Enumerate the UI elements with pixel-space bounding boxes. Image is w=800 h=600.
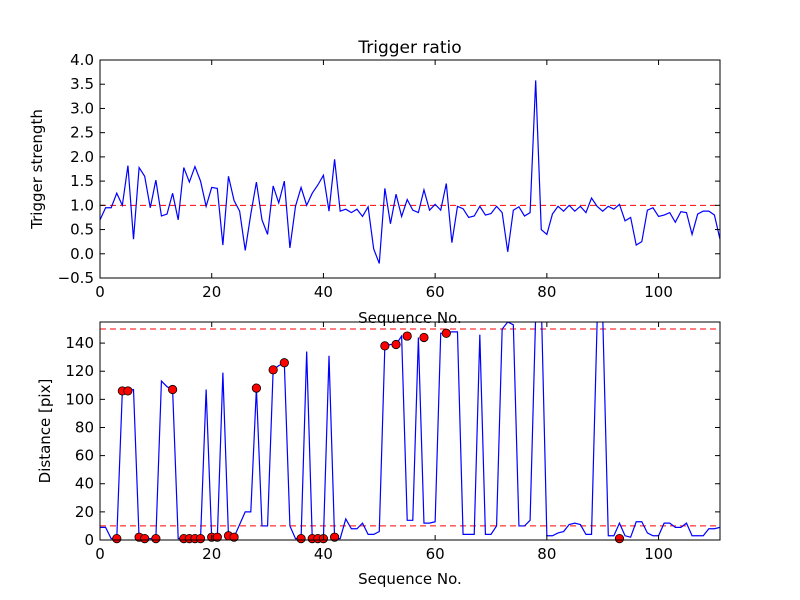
y-tick-label: 140 (65, 334, 94, 352)
detection-marker (112, 533, 122, 544)
x-tick-label: 20 (202, 283, 221, 301)
y-tick-label: 20 (75, 503, 94, 521)
x-axis-label: Sequence No. (358, 570, 462, 588)
y-tick-label: 1.5 (70, 172, 94, 190)
y-tick-label: 100 (65, 390, 94, 408)
chart-title: Trigger ratio (357, 38, 461, 58)
detection-marker (251, 383, 261, 393)
series-line (100, 322, 720, 540)
y-tick-label: −0.5 (58, 269, 94, 287)
detection-marker (279, 358, 289, 368)
x-tick-label: 100 (644, 545, 673, 563)
plot-frame (99, 321, 721, 541)
y-tick-label: 120 (65, 362, 94, 380)
x-tick-label: 100 (644, 283, 673, 301)
y-tick-label: 3.5 (70, 75, 94, 93)
x-tick-label: 40 (314, 545, 333, 563)
y-tick-label: 0.5 (70, 221, 94, 239)
detection-marker (151, 533, 161, 544)
detection-marker (402, 331, 412, 341)
y-axis-label: Trigger strength (28, 109, 46, 230)
y-tick-label: 40 (75, 475, 94, 493)
detection-marker (391, 339, 401, 350)
detection-marker (123, 386, 133, 396)
plot-frame (99, 59, 721, 279)
x-tick-label: 40 (314, 283, 333, 301)
x-tick-label: 60 (426, 283, 445, 301)
series-line (100, 80, 720, 264)
x-tick-label: 0 (95, 283, 105, 301)
x-tick-label: 20 (202, 545, 221, 563)
y-tick-label: 2.0 (70, 148, 94, 166)
detection-marker (268, 365, 278, 375)
detection-marker (296, 533, 306, 544)
y-tick-label: 0 (84, 531, 94, 549)
detection-marker (168, 384, 178, 395)
y-tick-label: 60 (75, 447, 94, 465)
x-tick-label: 0 (95, 545, 105, 563)
y-tick-label: 4.0 (70, 51, 94, 69)
x-tick-label: 80 (537, 283, 556, 301)
y-tick-label: 0.0 (70, 245, 94, 263)
x-tick-label: 80 (537, 545, 556, 563)
x-tick-label: 60 (426, 545, 445, 563)
x-axis-label: Sequence No. (358, 309, 462, 327)
distance-chart: 0 20 40 60 80 100 0 20 40 60 80 100 120 140 Sequence … (36, 321, 721, 588)
detection-marker (212, 532, 222, 542)
y-tick-label: 2.5 (70, 124, 94, 142)
y-tick-label: 1.0 (70, 196, 94, 214)
y-axis-label: Distance [pix] (36, 379, 54, 484)
detection-marker (229, 532, 239, 542)
y-tick-label: 80 (75, 418, 94, 436)
trigger-ratio-chart: Trigger ratio 0 20 40 60 80 100 −0.5 0.0 0.5 1.0 1… (28, 38, 721, 327)
detection-marker (441, 328, 451, 338)
detection-marker (329, 532, 340, 542)
detection-marker (614, 533, 625, 544)
detection-marker (419, 332, 429, 343)
detection-marker (195, 533, 206, 544)
y-tick-label: 3.0 (70, 99, 94, 117)
detection-marker (380, 341, 390, 351)
detection-marker (140, 533, 150, 544)
